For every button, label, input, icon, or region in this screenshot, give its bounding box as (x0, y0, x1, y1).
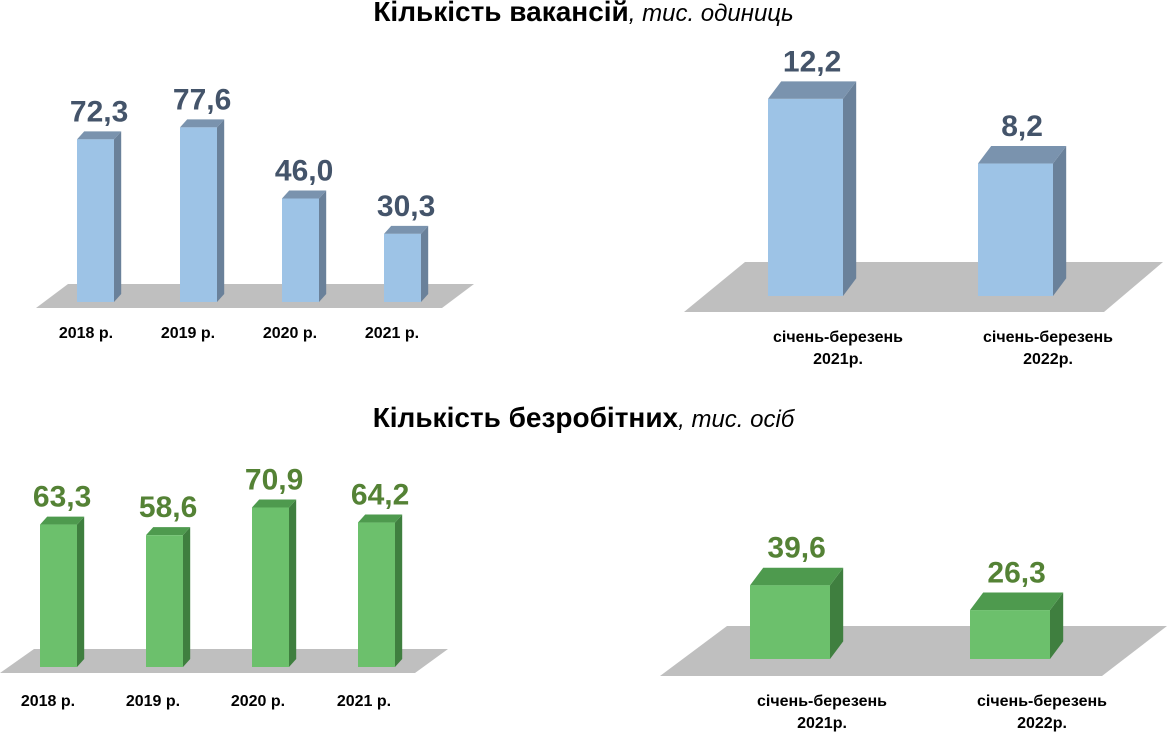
chart-3-bar-1 (40, 524, 77, 667)
chart-4-bar-2 (970, 610, 1050, 659)
chart-3-bar-top-2 (146, 527, 191, 536)
chart-1-value-label-2: 77,6 (173, 83, 231, 116)
chart-3-bar-2 (146, 535, 183, 667)
chart-1-bar-1 (77, 139, 114, 302)
chart-2-category-label-1: січень-березень 2021р. (773, 329, 903, 368)
chart-1-category-label-1: 2018 р. (59, 325, 113, 342)
unemployed-title: Кількість безробітних, тис. осіб (0, 402, 1167, 434)
chart-1-category-label-3: 2020 р. (263, 325, 317, 342)
chart-4-floor (660, 626, 1167, 676)
chart-4-bar-side-1 (830, 567, 844, 659)
chart-1-bar-side-1 (114, 131, 122, 302)
chart-1-value-label-4: 30,3 (377, 190, 435, 223)
chart-1-bar-side-2 (217, 119, 225, 303)
chart-3-bar-side-3 (289, 499, 297, 667)
chart-2-floor (684, 262, 1163, 312)
chart-2-bar-side-1 (843, 81, 857, 296)
chart-1-category-label-2: 2019 р. (161, 325, 215, 342)
chart-1-bar-side-3 (319, 190, 327, 302)
chart-4-bar-1 (750, 585, 830, 659)
chart-3-floor (0, 649, 448, 673)
vacancies-title: Кількість вакансій, тис. одиниць (0, 0, 1167, 28)
chart-3-bar-3 (252, 507, 289, 667)
chart-1-bar-3 (282, 198, 319, 302)
chart-3-bar-side-4 (395, 514, 403, 667)
chart-1-value-label-3: 46,0 (275, 155, 333, 188)
chart-3-category-label-4: 2021 р. (337, 693, 391, 710)
chart-3-bar-side-2 (183, 527, 191, 667)
chart-3-bar-top-4 (358, 514, 403, 523)
vacancies-title-unit: , тис. одиниць (628, 0, 794, 27)
chart-2-value-label-2: 8,2 (1001, 110, 1043, 143)
chart-3-value-label-2: 58,6 (139, 491, 197, 524)
chart-3-value-label-4: 64,2 (351, 479, 409, 512)
chart-4-value-label-1: 39,6 (767, 532, 825, 565)
unemployed-title-unit: , тис. осіб (678, 406, 795, 433)
chart-3-bar-4 (358, 522, 395, 667)
chart-1-floor (36, 284, 474, 308)
chart-3-value-label-1: 63,3 (33, 481, 91, 514)
chart-2-value-label-1: 12,2 (783, 45, 841, 78)
chart-2-bar-1 (768, 98, 843, 296)
chart-4-bar-side-2 (1050, 592, 1064, 659)
chart-2-bar-2 (978, 163, 1053, 296)
chart-3-category-label-3: 2020 р. (231, 693, 285, 710)
chart-1-value-label-1: 72,3 (70, 95, 128, 128)
chart-1-bar-top-4 (384, 225, 429, 234)
chart-1-bar-top-2 (180, 119, 225, 128)
chart-3-bar-top-1 (40, 516, 85, 525)
unemployed-title-main: Кількість безробітних (372, 402, 679, 433)
chart-2-bar-side-2 (1053, 145, 1067, 296)
chart-4-category-label-1: січень-березень 2021р. (757, 693, 887, 732)
chart-4-value-label-2: 26,3 (987, 556, 1045, 589)
chart-1-bar-top-3 (282, 190, 327, 199)
chart-1-bar-side-4 (421, 225, 429, 302)
chart-3-category-label-2: 2019 р. (126, 693, 180, 710)
chart-1-bar-4 (384, 233, 421, 302)
chart-1-bar-top-1 (77, 131, 122, 140)
chart-2-category-label-2: січень-березень 2022р. (983, 329, 1113, 368)
chart-2-bar-top-1 (768, 81, 857, 99)
chart-3-bar-side-1 (77, 516, 85, 667)
chart-3-bar-top-3 (252, 499, 297, 508)
chart-4-bar-top-2 (970, 592, 1064, 611)
chart-2-bar-top-2 (978, 145, 1067, 164)
vacancies-title-main: Кількість вакансій (373, 0, 629, 27)
chart-4-category-label-2: січень-березень 2022р. (977, 693, 1107, 732)
chart-1-category-label-4: 2021 р. (365, 325, 419, 342)
chart-4-bar-top-1 (750, 567, 844, 586)
chart-1-bar-2 (180, 127, 217, 303)
chart-3-category-label-1: 2018 р. (21, 693, 75, 710)
chart-3-value-label-3: 70,9 (245, 463, 303, 496)
